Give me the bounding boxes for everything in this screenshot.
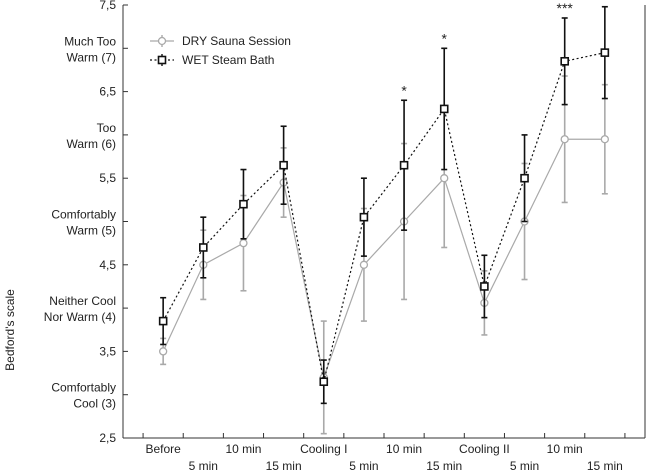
data-point (560, 56, 569, 66)
significance-marker: *** (557, 0, 574, 16)
series-wet-steam-bath (158, 5, 610, 405)
data-point (359, 260, 369, 269)
y-tick-label: 4,5 (99, 258, 116, 272)
y-category-label: Much Too (64, 34, 116, 48)
y-category-label: Warm (5) (66, 224, 116, 238)
data-point (199, 243, 208, 252)
data-point (158, 316, 168, 326)
y-tick-label: 2,5 (99, 431, 116, 445)
x-tick-label: 15 min (587, 459, 623, 473)
data-point (600, 48, 610, 57)
x-tick-label: Cooling I (300, 442, 347, 456)
data-point (399, 160, 409, 170)
data-point (159, 347, 168, 356)
x-tick-label: 10 min (386, 442, 422, 456)
data-point (440, 174, 449, 183)
legend-label: DRY Sauna Session (182, 34, 291, 48)
y-tick-label: 5,5 (99, 171, 116, 185)
x-tick-label: 10 min (547, 442, 583, 456)
y-category-label: Comfortably (51, 381, 116, 395)
y-category-labels: Much Too Warm (7) Too Warm (6) Comfortably Wa… (44, 34, 128, 411)
data-point (439, 104, 449, 114)
y-tick-label: 3,5 (99, 344, 116, 358)
y-axis-ticks: 2,5 3,5 4,5 5,5 6,5 7,5 (99, 0, 128, 445)
legend-marker (157, 55, 167, 65)
data-point (560, 135, 569, 144)
y-tick-label: 6,5 (99, 85, 116, 99)
data-point (319, 377, 329, 387)
legend-label: WET Steam Bath (182, 53, 274, 67)
series-line (162, 138, 605, 380)
x-tick-label: 5 min (189, 459, 218, 473)
y-category-label: Cool (3) (73, 397, 116, 411)
x-tick-label: Cooling II (459, 442, 510, 456)
legend-marker (157, 36, 167, 46)
significance-marker: *** (597, 0, 614, 5)
data-point (359, 212, 369, 222)
y-category-label: Neither Cool (49, 294, 116, 308)
significance-annotations: ******** (401, 0, 613, 98)
y-category-label: Too (97, 121, 117, 135)
y-tick-label: 7,5 (99, 0, 116, 12)
x-tick-label: 15 min (266, 459, 302, 473)
y-category-label: Nor Warm (4) (44, 310, 116, 324)
data-point (279, 160, 288, 170)
significance-marker: * (442, 30, 448, 46)
x-tick-label: 5 min (510, 459, 539, 473)
axes (122, 5, 646, 439)
x-tick-label: 15 min (426, 459, 462, 473)
y-category-label: Comfortably (51, 208, 116, 222)
series-layer (158, 5, 610, 435)
series-line (162, 52, 605, 382)
y-category-label: Warm (7) (66, 50, 116, 64)
data-point (520, 173, 529, 183)
y-category-label: Warm (6) (66, 137, 116, 151)
y-axis-label: Bedford's scale (3, 289, 17, 371)
data-point (480, 282, 489, 291)
x-tick-label: 10 min (225, 442, 261, 456)
data-point (600, 135, 609, 144)
x-tick-label: 5 min (349, 459, 378, 473)
data-point (239, 238, 248, 248)
x-tick-label: Before (145, 442, 181, 456)
data-point (239, 199, 248, 209)
legend: DRY Sauna Session WET Steam Bath (150, 34, 291, 67)
significance-marker: * (401, 82, 407, 98)
